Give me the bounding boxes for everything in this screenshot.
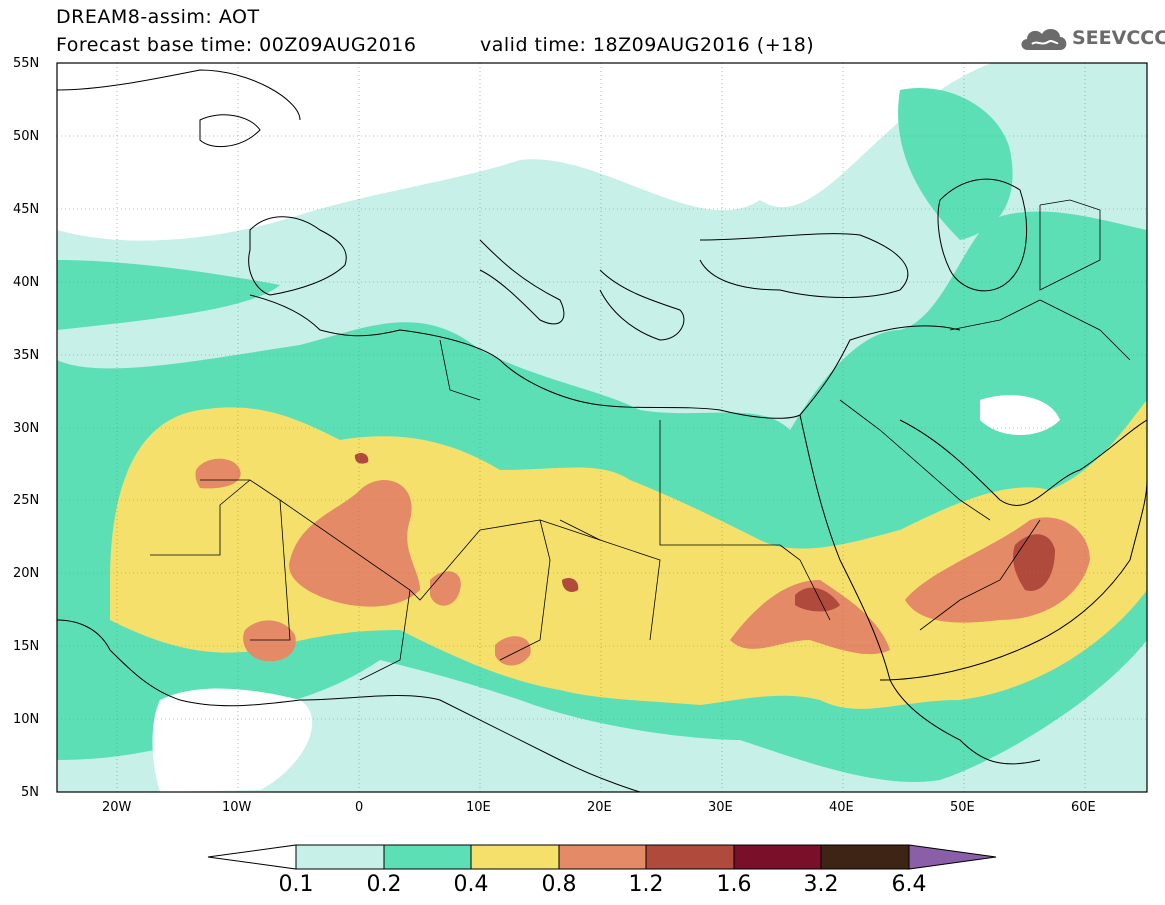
lon-label: 60E [1071,800,1096,815]
lat-label: 5N [21,785,39,800]
colorbar-bin-4 [558,844,647,870]
borders [150,199,1131,681]
graticule [57,63,1147,792]
valid-time: valid time: 18Z09AUG2016 (+18) [480,34,815,56]
lon-label: 20W [102,800,132,815]
lat-label: 30N [13,421,40,436]
lat-label: 15N [13,639,40,654]
lon-label: 50E [950,800,975,815]
colorbar-label: 1.2 [628,872,664,897]
colorbar-label: 0.8 [541,872,577,897]
colorbar-label: 0.1 [278,872,314,897]
lat-label: 50N [13,129,40,144]
colorbar-bin-5 [645,844,735,870]
aot-contours [57,63,1147,792]
lat-label: 35N [13,348,40,363]
lon-label: 20E [587,800,612,815]
cloud-icon [1021,28,1067,50]
lat-label: 25N [13,493,40,508]
lon-label: 40E [829,800,854,815]
lat-label: 10N [13,712,40,727]
colorbar [207,844,997,870]
colorbar-label: 6.4 [891,872,927,897]
seevccc-logo: SEEVCCC [1018,22,1165,56]
lat-label: 55N [13,56,40,71]
logo-text: SEEVCCC [1072,27,1165,49]
lon-label: 30E [708,800,733,815]
lat-label: 40N [13,275,40,290]
colorbar-min-arrow [207,844,297,870]
lon-label: 10E [466,800,491,815]
lat-label: 45N [13,202,40,217]
colorbar-max-arrow [908,844,997,870]
colorbar-bin-7 [820,844,910,870]
colorbar-label: 0.4 [453,872,489,897]
lat-label: 20N [13,566,40,581]
coastlines [57,69,1147,792]
colorbar-label: 1.6 [716,872,752,897]
colorbar-bin-3 [470,844,560,870]
colorbar-bin-2 [383,844,472,870]
forecast-base-time: Forecast base time: 00Z09AUG2016 [56,34,417,56]
map-title: DREAM8-assim: AOT [56,6,260,28]
colorbar-label: 3.2 [803,872,839,897]
colorbar-bin-6 [733,844,822,870]
map-frame [56,62,1148,793]
colorbar-bin-1 [295,844,385,870]
colorbar-label: 0.2 [366,872,402,897]
lon-label: 10W [222,800,252,815]
lon-label: 0 [355,800,364,815]
